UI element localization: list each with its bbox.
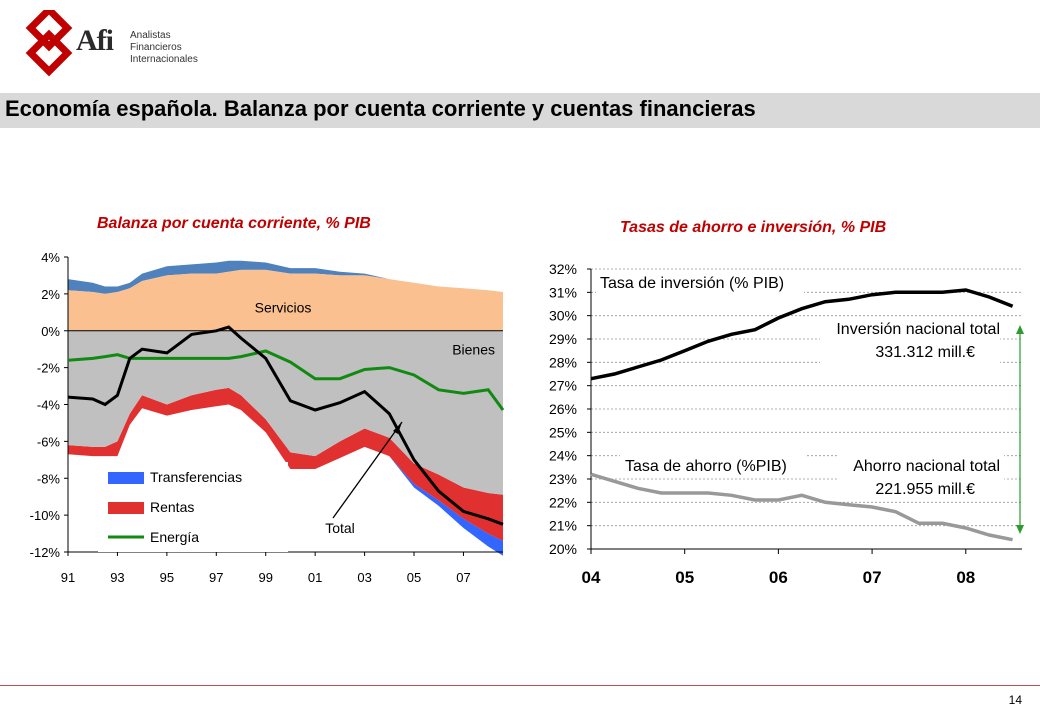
x-tick-label: 07 <box>456 570 470 585</box>
ahorro-total-value: 221.955 mill.€ <box>875 481 975 498</box>
legend-label: Rentas <box>150 499 194 515</box>
legend-swatch <box>108 472 144 484</box>
servicios-area <box>68 269 503 331</box>
inversion-total-bg <box>820 317 1000 365</box>
gap-arrow-head-top <box>1016 325 1024 334</box>
brand-subtitle-line: Analistas <box>130 30 171 41</box>
y-tick-label: 26% <box>549 401 577 417</box>
x-tick-label: 99 <box>258 570 272 585</box>
y-tick-label: 22% <box>549 494 577 510</box>
tasa-ahorro-line <box>590 472 1013 542</box>
gap-arrow-head-bottom <box>1016 525 1024 534</box>
y-tick-label: -4% <box>37 398 61 413</box>
total-pointer-line <box>332 421 403 519</box>
y-tick-label: -12% <box>30 545 61 560</box>
y-tick-label: 27% <box>549 378 577 394</box>
y-tick-label: 31% <box>549 284 577 300</box>
total-label: Total <box>325 520 355 536</box>
title-bar: Economía española. Balanza por cuenta co… <box>0 93 1040 128</box>
x-tick-label: 93 <box>110 570 124 585</box>
y-tick-label: 20% <box>549 541 577 557</box>
tasa-inversion-line <box>590 288 1014 381</box>
energia-line <box>67 349 505 411</box>
y-tick-label: 29% <box>549 331 577 347</box>
inversion-total-label: Inversión nacional total <box>836 321 1000 338</box>
y-tick-label: 23% <box>549 471 577 487</box>
total-label-background <box>293 515 363 537</box>
total-pointer-arrowhead <box>393 422 402 434</box>
y-tick-label: 4% <box>41 250 60 265</box>
brand-subtitle-line: Internacionales <box>130 54 198 65</box>
transferencias-positive-area <box>68 260 503 294</box>
ahorro-total-bg <box>838 455 1004 501</box>
x-tick-label: 95 <box>160 570 174 585</box>
x-tick-label: 04 <box>582 568 601 587</box>
brand-subtitle: Analistas Financieros Internacionales <box>130 30 198 66</box>
y-tick-label: 24% <box>549 448 577 464</box>
y-tick-label: -8% <box>37 471 61 486</box>
y-tick-label: 32% <box>549 261 577 277</box>
y-tick-label: -10% <box>30 508 61 523</box>
chart-2-title: Tasas de ahorro e inversión, % PIB <box>620 219 887 236</box>
x-tick-label: 05 <box>675 568 694 587</box>
y-tick-label: -6% <box>37 434 61 449</box>
y-tick-label: 28% <box>549 354 577 370</box>
bienes-area <box>68 330 503 495</box>
total-line <box>67 325 504 526</box>
y-tick-label: 30% <box>549 308 577 324</box>
brand-subtitle-line: Financieros <box>130 42 182 53</box>
ahorro-label-bg <box>620 455 806 477</box>
y-tick-label: 21% <box>549 518 577 534</box>
x-tick-label: 06 <box>769 568 788 587</box>
chart-1-title: Balanza por cuenta corriente, % PIB <box>97 215 371 232</box>
inversion-series-label: Tasa de inversión (% PIB) <box>600 275 784 292</box>
x-tick-label: 01 <box>308 570 322 585</box>
bienes-label: Bienes <box>452 342 495 358</box>
inversion-label-bg <box>596 271 804 293</box>
ahorro-total-label: Ahorro nacional total <box>853 458 1000 475</box>
legend-label: Transferencias <box>150 469 242 485</box>
x-tick-label: 91 <box>61 570 75 585</box>
x-tick-label: 07 <box>863 568 882 587</box>
x-tick-label: 08 <box>956 568 975 587</box>
legend-swatch <box>108 502 144 514</box>
x-tick-label: 97 <box>209 570 223 585</box>
servicios-label: Servicios <box>255 299 312 315</box>
page-number: 14 <box>1008 693 1022 707</box>
ahorro-series-label: Tasa de ahorro (%PIB) <box>625 458 787 475</box>
y-tick-label: 2% <box>41 287 60 302</box>
afi-logo-icon <box>25 10 73 77</box>
x-tick-label: 05 <box>407 570 421 585</box>
y-tick-label: 25% <box>549 424 577 440</box>
x-tick-label: 03 <box>357 570 371 585</box>
y-tick-label: -2% <box>37 361 61 376</box>
page-title: Economía española. Balanza por cuenta co… <box>5 96 756 121</box>
inversion-total-value: 331.312 mill.€ <box>875 344 975 361</box>
legend-label: Energía <box>150 529 199 545</box>
footer-divider <box>0 685 1040 686</box>
y-tick-label: 0% <box>41 324 60 339</box>
brand-name: Afi <box>76 24 114 57</box>
afi-logo <box>18 10 208 80</box>
